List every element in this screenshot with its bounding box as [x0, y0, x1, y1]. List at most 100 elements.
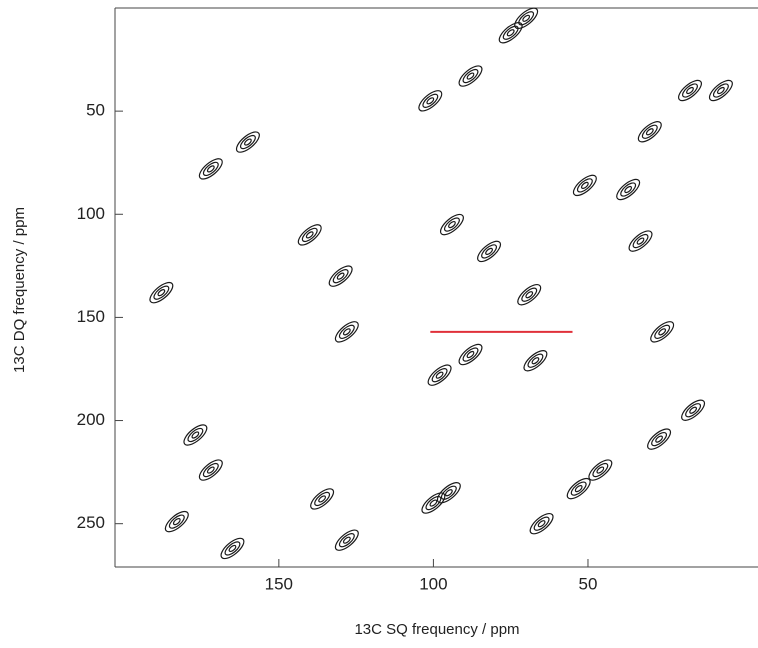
contour-ring [708, 79, 733, 102]
contour-ring [712, 83, 729, 98]
contour-ring [198, 158, 223, 180]
contour-ring [427, 364, 452, 386]
contour-ring [426, 97, 435, 105]
contour-ring [334, 321, 359, 343]
contour-ring [716, 86, 725, 95]
contour-ring [220, 537, 245, 560]
contour-ring [527, 353, 544, 368]
y-tick-label: 150 [77, 307, 105, 326]
y-tick-label: 200 [77, 410, 105, 429]
contour-ring [187, 427, 204, 443]
contour-ring [191, 431, 200, 439]
contour-ring [641, 124, 658, 139]
contour-ring [342, 536, 351, 544]
contour-ring [682, 83, 698, 98]
contour-ring [620, 182, 637, 197]
contour-ring [533, 516, 550, 531]
y-tick-label: 100 [77, 204, 105, 223]
contour-ring [523, 350, 548, 372]
contour-ring [681, 399, 706, 421]
contour-ring [498, 22, 523, 44]
contour-ring [443, 217, 460, 232]
contour-ring [342, 328, 351, 336]
contour-ring [153, 285, 170, 300]
contour-ring [429, 499, 438, 507]
contour-ring [458, 343, 483, 366]
contour-ring [310, 488, 335, 510]
contour-ring [636, 237, 645, 245]
contour-ring [436, 482, 461, 504]
contour-ring [198, 459, 223, 481]
contour-ring [637, 121, 662, 143]
contour-ring [244, 138, 252, 146]
contour-ring [654, 324, 671, 339]
contour-ring [239, 134, 256, 150]
contour-ring [448, 220, 456, 229]
contour-ring [570, 481, 587, 496]
contour-ring [421, 492, 446, 514]
contour-ring [202, 161, 219, 177]
contour-ring [517, 284, 542, 306]
contour-ring [425, 495, 442, 511]
contour-ring [576, 178, 593, 193]
contour-ring [444, 489, 453, 497]
contour-ring [418, 90, 443, 112]
contour-ring [514, 7, 539, 30]
contour-ring [435, 371, 444, 379]
contour-ring [149, 281, 174, 304]
contour-ring [658, 328, 667, 336]
contour-ring [506, 29, 515, 37]
contour-ring [431, 368, 448, 383]
contour-ring [531, 357, 540, 365]
contour-ring [466, 350, 475, 359]
contour-ring [462, 347, 479, 362]
contour-ring [650, 321, 675, 343]
contour-ring [458, 65, 483, 87]
contour-ring [157, 289, 166, 297]
contour-ring [422, 93, 439, 108]
contour-ring [439, 213, 464, 236]
contour-ring [689, 406, 698, 414]
contour-ring [336, 272, 345, 280]
contour-ring [485, 247, 493, 255]
contour-ring [596, 466, 605, 474]
contour-ring [655, 435, 663, 443]
y-tick-label: 250 [77, 513, 105, 532]
contour-ring [440, 485, 457, 500]
contour-ring [525, 291, 534, 299]
contour-ring [224, 541, 241, 556]
contour-ring [466, 72, 475, 80]
contour-ring [572, 174, 597, 197]
contour-ring [314, 491, 331, 507]
contour-ring [338, 533, 355, 548]
contour-ring [477, 240, 502, 263]
contour-ring [685, 403, 702, 418]
contour-ring [632, 233, 649, 249]
contour-ring [521, 287, 538, 302]
x-tick-label: 150 [265, 574, 293, 593]
contour-ring [647, 428, 672, 450]
contour-ring [334, 529, 359, 551]
contour-ring [297, 224, 322, 246]
x-tick-label: 100 [419, 574, 447, 593]
y-axis-label: 13C DQ frequency / ppm [11, 207, 28, 373]
contour-ring [522, 14, 531, 22]
contour-ring [318, 495, 327, 503]
contour-ring [574, 485, 583, 493]
contour-ring [305, 231, 314, 239]
contour-ring [624, 185, 633, 194]
contour-ring [183, 424, 208, 446]
contour-ring [172, 518, 181, 526]
contour-ring [677, 79, 702, 102]
contour-ring [592, 462, 609, 478]
contour-ring [481, 244, 498, 259]
contour-ring [168, 514, 185, 529]
contour-ring [206, 165, 215, 173]
contour-ring [616, 178, 641, 201]
contour-ring [686, 86, 694, 95]
contour-ring [645, 128, 654, 136]
contour-ring [628, 230, 653, 252]
x-tick-label: 50 [579, 574, 598, 593]
y-tick-label: 50 [86, 101, 105, 120]
